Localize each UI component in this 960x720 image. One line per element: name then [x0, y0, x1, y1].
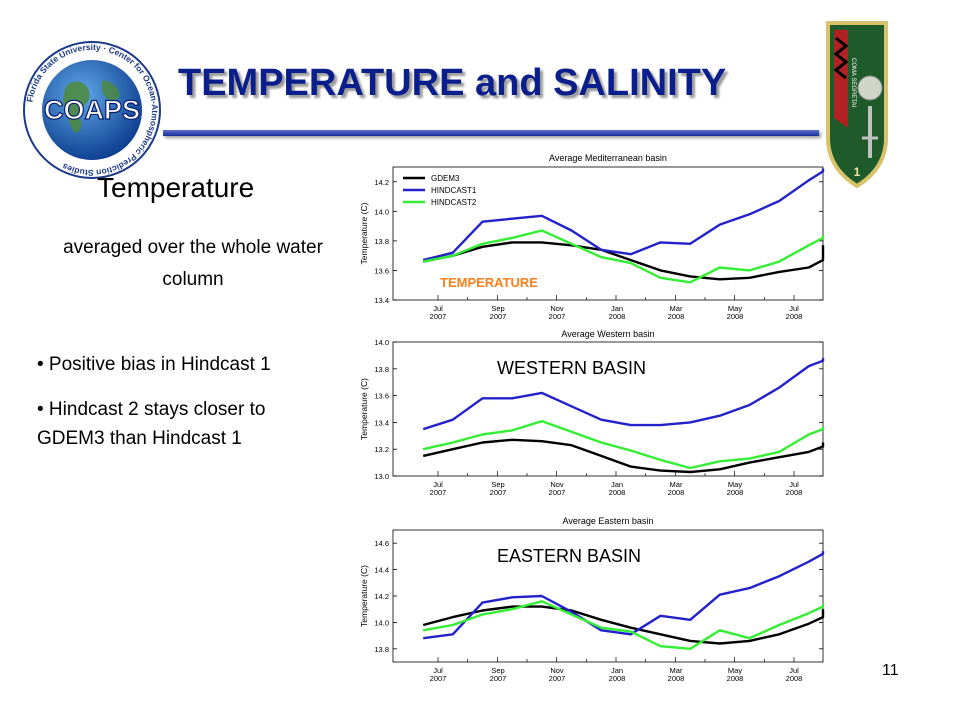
x-tick-label: 2008 [786, 312, 803, 321]
x-tick-label: Nov [550, 304, 564, 313]
x-tick-label: 2008 [786, 674, 803, 683]
y-tick-label: 14.4 [374, 566, 389, 575]
coaps-logo-text: COAPS [44, 95, 140, 125]
x-tick-label: May [728, 480, 742, 489]
x-tick-label: Mar [670, 666, 683, 675]
section-heading: Temperature [97, 172, 255, 203]
y-tick-label: 13.0 [374, 472, 389, 481]
x-tick-label: Mar [670, 480, 683, 489]
y-tick-label: 14.0 [374, 207, 389, 216]
y-tick-label: 13.4 [374, 418, 389, 427]
chart-title: Average Western basin [561, 329, 654, 339]
chart-annotation: WESTERN BASIN [497, 358, 646, 378]
x-tick-label: 2007 [490, 488, 507, 497]
x-tick-label: 2007 [430, 488, 447, 497]
x-tick-label: Sep [491, 304, 504, 313]
chart-2: Average Eastern basin Temperature (C) 13.8… [359, 516, 825, 683]
x-tick-label: 2008 [609, 674, 626, 683]
bullet-list: • Positive bias in Hindcast 1 • Hindcast… [37, 350, 337, 469]
y-tick-label: 13.8 [374, 365, 389, 374]
slide-title: TEMPERATURE and SALINITY [178, 62, 727, 104]
y-tick-label: 14.6 [374, 539, 389, 548]
series-line-gdem3 [422, 605, 825, 645]
x-tick-label: 2007 [549, 488, 566, 497]
x-tick-label: Sep [491, 480, 504, 489]
y-axis-label: Temperature (C) [359, 565, 369, 627]
emblem-number: 1 [854, 165, 861, 179]
series-line-hindcast2 [422, 229, 825, 284]
unit-emblem-icon: 1 COMA SEGRETAI [826, 21, 888, 188]
x-tick-label: Jul [433, 666, 443, 675]
x-tick-label: 2008 [609, 488, 626, 497]
chart-annotation: EASTERN BASIN [497, 546, 641, 566]
x-tick-label: Jul [433, 304, 443, 313]
series-line-hindcast2 [422, 419, 825, 470]
x-tick-label: 2008 [727, 312, 744, 321]
x-tick-label: Jul [433, 480, 443, 489]
x-tick-label: 2008 [786, 488, 803, 497]
chart-title: Average Eastern basin [563, 516, 654, 526]
x-tick-label: 2008 [727, 488, 744, 497]
y-tick-label: 13.4 [374, 296, 389, 305]
bullet-item: • Hindcast 2 stays closer to GDEM3 than … [37, 399, 266, 449]
legend-label: HINDCAST2 [431, 198, 477, 207]
x-tick-label: Jul [789, 666, 799, 675]
chart-title: Average Mediterranean basin [549, 153, 667, 163]
y-tick-label: 14.0 [374, 338, 389, 347]
page-number: 11 [882, 662, 899, 679]
series-line-gdem3 [422, 438, 825, 474]
emblem-text: COMA SEGRETAI [850, 58, 856, 108]
series-line-gdem3 [422, 241, 825, 281]
y-axis-label: Temperature (C) [359, 202, 369, 264]
legend-label: GDEM3 [431, 174, 460, 183]
x-tick-label: Jan [611, 480, 623, 489]
y-tick-label: 14.2 [374, 178, 389, 187]
y-tick-label: 13.8 [374, 645, 389, 654]
x-tick-label: 2008 [609, 312, 626, 321]
legend-label: HINDCAST1 [431, 186, 477, 195]
plot-frame [392, 341, 824, 477]
x-tick-label: 2008 [668, 674, 685, 683]
title-underline [163, 130, 819, 136]
x-tick-label: 2007 [549, 674, 566, 683]
x-tick-label: Jan [611, 666, 623, 675]
coaps-logo: COAPS Florida State University · Center … [23, 41, 161, 179]
y-tick-label: 13.6 [374, 392, 389, 401]
bullet-item: • Positive bias in Hindcast 1 [37, 354, 271, 375]
averaged-note: averaged over the whole water column [63, 237, 323, 290]
series-line-hindcast1 [422, 358, 825, 431]
x-tick-label: 2008 [668, 488, 685, 497]
x-tick-label: 2007 [490, 674, 507, 683]
y-tick-label: 14.2 [374, 592, 389, 601]
x-tick-label: May [728, 666, 742, 675]
x-tick-label: Sep [491, 666, 504, 675]
series-line-hindcast1 [423, 551, 825, 640]
x-tick-label: May [728, 304, 742, 313]
x-tick-label: 2007 [549, 312, 566, 321]
y-tick-label: 13.2 [374, 445, 389, 454]
y-axis-label: Temperature (C) [359, 378, 369, 440]
x-tick-label: Jan [611, 304, 623, 313]
series-line-hindcast1 [422, 168, 825, 262]
x-tick-label: Jul [789, 480, 799, 489]
y-tick-label: 14.0 [374, 618, 389, 627]
chart-annotation: TEMPERATURE [440, 275, 538, 290]
x-tick-label: 2008 [727, 674, 744, 683]
y-tick-label: 13.6 [374, 266, 389, 275]
x-tick-label: 2007 [490, 312, 507, 321]
x-tick-label: Mar [670, 304, 683, 313]
x-tick-label: 2008 [668, 312, 685, 321]
x-tick-label: Nov [550, 480, 564, 489]
x-tick-label: 2007 [430, 312, 447, 321]
x-tick-label: Nov [550, 666, 564, 675]
chart-0: Average Mediterranean basin Temperature (… [359, 153, 825, 321]
chart-1: Average Western basin Temperature (C) 13.0… [359, 329, 825, 497]
x-tick-label: 2007 [430, 674, 447, 683]
y-tick-label: 13.8 [374, 237, 389, 246]
x-tick-label: Jul [789, 304, 799, 313]
series-line-hindcast2 [422, 600, 825, 650]
